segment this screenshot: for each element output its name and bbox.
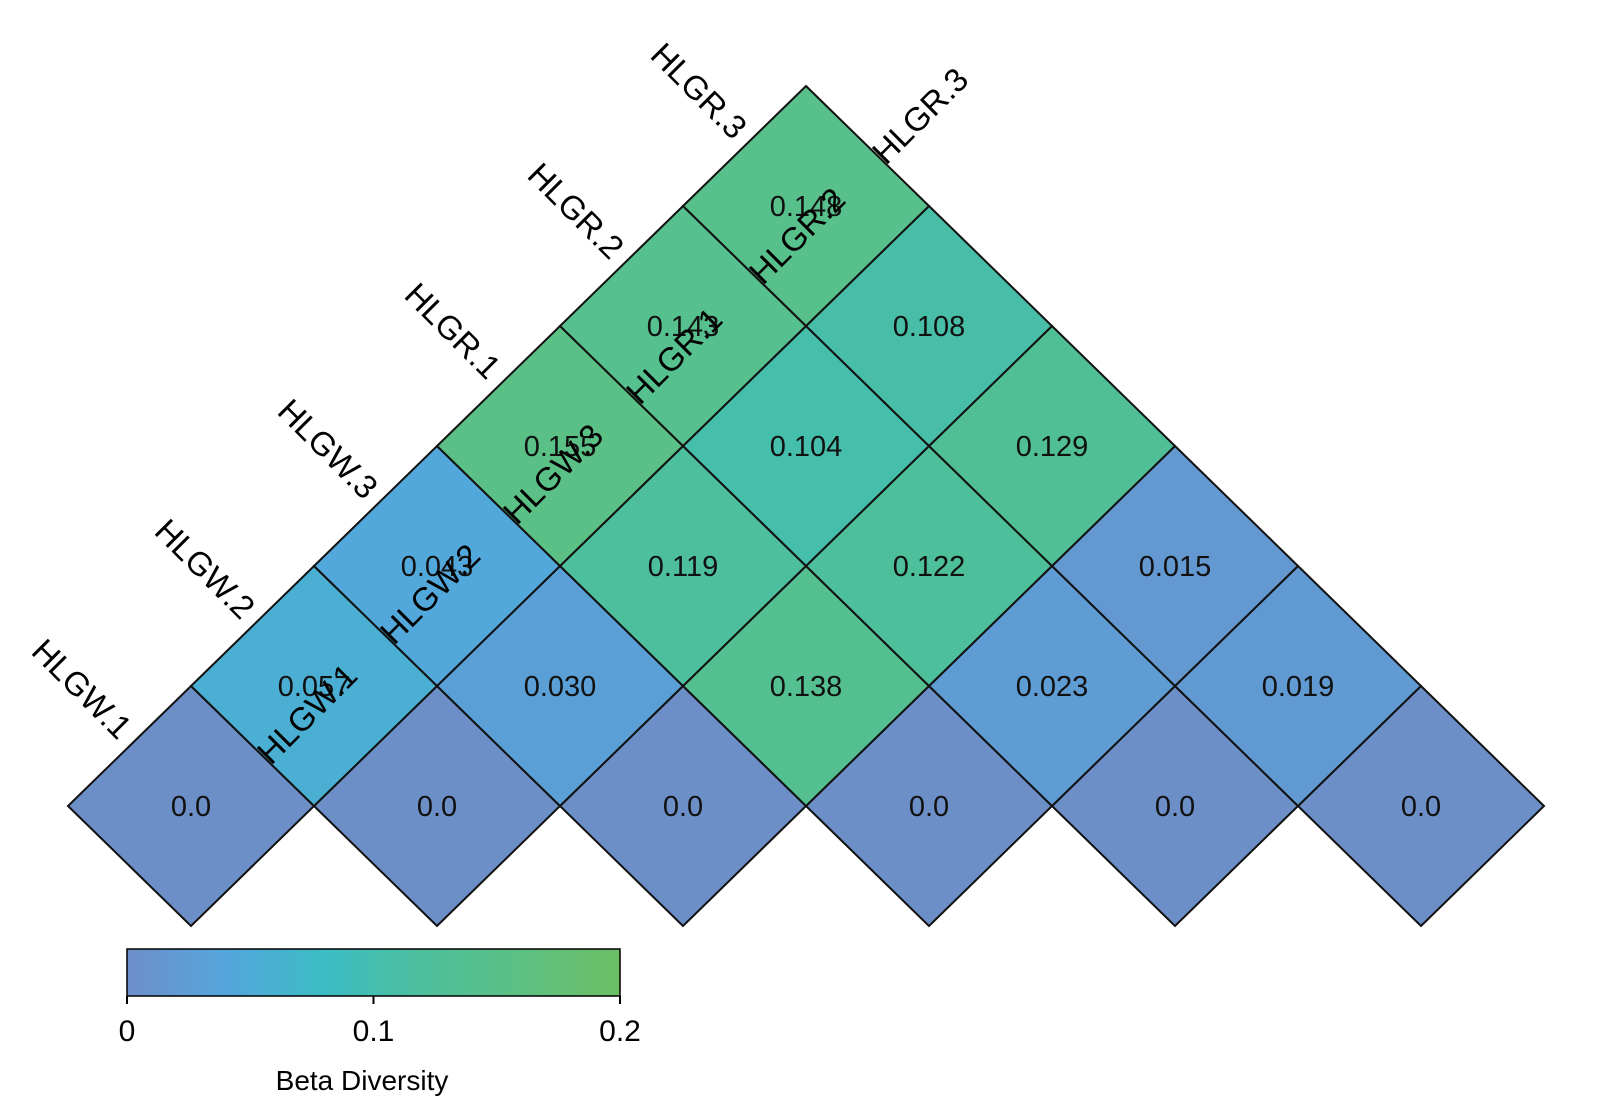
cell-value-label: 0.0 [1401, 791, 1441, 823]
cell-value-label: 0.0 [1155, 791, 1195, 823]
left-sample-label: HLGW.3 [271, 392, 385, 506]
colorbar-tick-label: 0 [119, 1015, 136, 1048]
cell-value-label: 0.015 [1139, 551, 1212, 583]
cell-value-label: 0.138 [770, 671, 843, 703]
heatmap-cell [681, 84, 931, 328]
colorbar-tick-label: 0.2 [599, 1015, 641, 1048]
colorbar-gradient [126, 948, 621, 997]
colorbar-tick-label: 0.1 [353, 1015, 395, 1048]
right-sample-label: HLGR.3 [865, 60, 975, 170]
left-sample-label: HLGR.1 [398, 275, 508, 385]
heatmap-cells [66, 84, 1546, 928]
left-sample-label: HLGW.1 [25, 632, 139, 746]
cell-value-label: 0.104 [770, 431, 843, 463]
cell-value-label: 0.143 [647, 311, 720, 343]
colorbar-title: Beta Diversity [276, 1065, 449, 1096]
cell-value-label: 0.030 [524, 671, 597, 703]
cell-value-label: 0.129 [1016, 431, 1089, 463]
cell-value-label: 0.155 [524, 431, 597, 463]
left-sample-label: HLGR.2 [521, 155, 631, 265]
cell-value-label: 0.148 [770, 191, 843, 223]
cell-value-label: 0.108 [893, 311, 966, 343]
cell-value-label: 0.0 [171, 791, 211, 823]
cell-value-label: 0.119 [648, 551, 718, 583]
colorbar-ticks: 0 0.1 0.2 [119, 996, 641, 1048]
cell-value-label: 0.0 [663, 791, 703, 823]
cell-value-label: 0.023 [1016, 671, 1089, 703]
cell-value-label: 0.0 [417, 791, 457, 823]
cell-value-label: 0.122 [893, 551, 966, 583]
cell-value-label: 0.043 [401, 551, 474, 583]
heatmap-cell-labels: 0.0 0.0 0.0 0.0 0.0 0.0 0.057 0.030 0.138 0.023 0.… [171, 191, 1441, 823]
cell-value-label: 0.057 [278, 671, 351, 703]
left-sample-label: HLGR.3 [644, 35, 754, 145]
colorbar: 0 0.1 0.2 Beta Diversity [119, 948, 641, 1096]
left-sample-label: HLGW.2 [148, 512, 262, 626]
cell-value-label: 0.019 [1262, 671, 1335, 703]
cell-value-label: 0.0 [909, 791, 949, 823]
